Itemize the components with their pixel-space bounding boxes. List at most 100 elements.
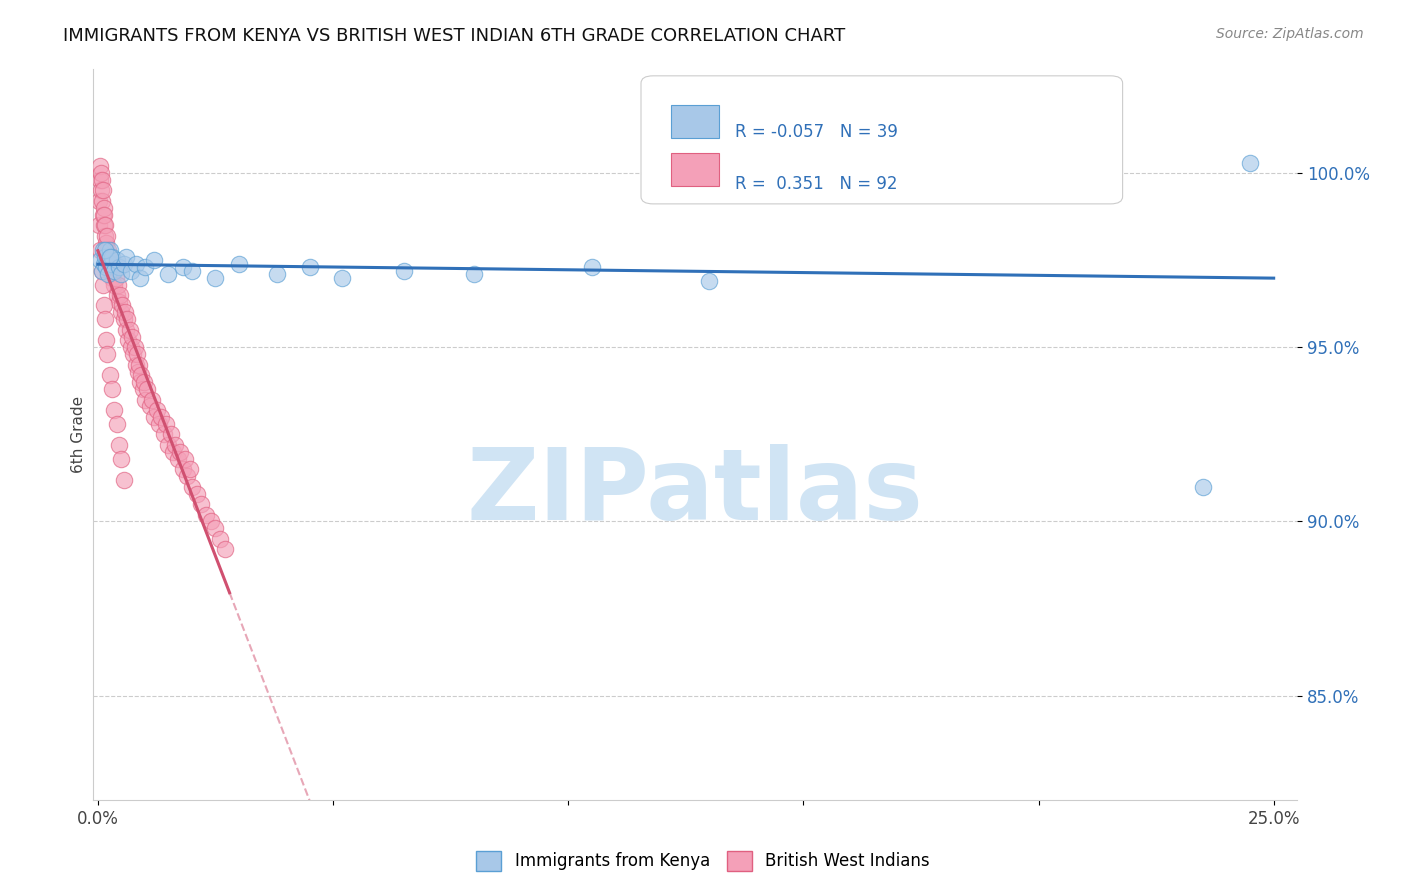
Point xyxy=(129,270,152,285)
Point xyxy=(97,243,120,257)
Point xyxy=(101,270,124,285)
Point xyxy=(94,228,117,243)
Point xyxy=(134,260,156,274)
Point xyxy=(138,400,160,414)
Point xyxy=(181,480,204,494)
Point xyxy=(90,263,112,277)
Y-axis label: 6th Grade: 6th Grade xyxy=(72,396,86,473)
Point xyxy=(89,159,111,173)
Point xyxy=(98,243,121,257)
Point xyxy=(112,257,135,271)
FancyBboxPatch shape xyxy=(641,76,1122,204)
Point xyxy=(124,257,146,271)
Point xyxy=(121,330,143,344)
Point xyxy=(91,194,114,208)
Point xyxy=(115,323,138,337)
Point xyxy=(172,260,194,274)
FancyBboxPatch shape xyxy=(671,153,720,186)
Point xyxy=(96,228,118,243)
Point xyxy=(111,298,134,312)
Point xyxy=(697,274,720,288)
Point xyxy=(91,243,114,257)
Text: R = -0.057   N = 39: R = -0.057 N = 39 xyxy=(735,123,898,142)
Point xyxy=(120,263,142,277)
Point xyxy=(166,451,188,466)
Point xyxy=(96,243,118,257)
Point xyxy=(134,392,156,407)
Point xyxy=(120,340,142,354)
Point xyxy=(94,235,117,250)
Point xyxy=(128,358,150,372)
Point xyxy=(143,409,166,424)
Point xyxy=(204,521,226,535)
Point xyxy=(152,427,174,442)
Point xyxy=(90,166,112,180)
Point xyxy=(132,375,155,389)
Point xyxy=(87,219,110,233)
Point xyxy=(107,277,129,292)
Point xyxy=(105,417,128,431)
Point xyxy=(105,288,128,302)
Point xyxy=(115,312,138,326)
Point xyxy=(159,427,181,442)
Point xyxy=(101,250,124,264)
Text: Source: ZipAtlas.com: Source: ZipAtlas.com xyxy=(1216,27,1364,41)
Text: R =  0.351   N = 92: R = 0.351 N = 92 xyxy=(735,175,897,193)
Point xyxy=(298,260,321,274)
Point xyxy=(108,438,131,452)
Point xyxy=(100,257,122,271)
Point xyxy=(581,260,603,274)
Point xyxy=(157,267,180,281)
Point xyxy=(118,323,141,337)
Point xyxy=(93,208,115,222)
Point xyxy=(105,253,128,268)
Text: IMMIGRANTS FROM KENYA VS BRITISH WEST INDIAN 6TH GRADE CORRELATION CHART: IMMIGRANTS FROM KENYA VS BRITISH WEST IN… xyxy=(63,27,845,45)
Point xyxy=(90,263,112,277)
Point xyxy=(129,368,152,383)
Point xyxy=(89,243,111,257)
Point xyxy=(124,358,146,372)
Point xyxy=(145,403,167,417)
Point xyxy=(150,409,173,424)
Point xyxy=(93,257,115,271)
Point xyxy=(94,312,117,326)
Point xyxy=(110,288,132,302)
Point xyxy=(200,515,222,529)
Point xyxy=(463,267,485,281)
Point xyxy=(98,263,121,277)
Point xyxy=(155,417,177,431)
Point xyxy=(103,263,125,277)
Point xyxy=(90,184,112,198)
Point xyxy=(209,532,232,546)
Point xyxy=(190,497,212,511)
Point xyxy=(1239,155,1261,169)
Point xyxy=(104,270,127,285)
Point xyxy=(101,260,124,274)
Point xyxy=(181,263,204,277)
Point xyxy=(165,438,187,452)
Point xyxy=(143,253,166,268)
Point xyxy=(332,270,354,285)
Point xyxy=(94,219,117,233)
Point xyxy=(91,184,114,198)
Point xyxy=(179,462,201,476)
Point xyxy=(141,392,163,407)
Point xyxy=(125,347,148,361)
Point xyxy=(266,267,288,281)
Point xyxy=(112,312,135,326)
Point xyxy=(98,368,121,383)
Point xyxy=(110,305,132,319)
Point xyxy=(89,173,111,187)
Point xyxy=(91,277,114,292)
Point xyxy=(90,173,112,187)
Point xyxy=(101,382,124,396)
Point xyxy=(115,250,138,264)
Point xyxy=(100,253,122,268)
Point xyxy=(157,438,180,452)
Point xyxy=(96,260,118,274)
Point xyxy=(131,382,153,396)
Point xyxy=(186,486,208,500)
Point xyxy=(136,382,159,396)
Point xyxy=(103,277,125,292)
Point xyxy=(117,333,139,347)
